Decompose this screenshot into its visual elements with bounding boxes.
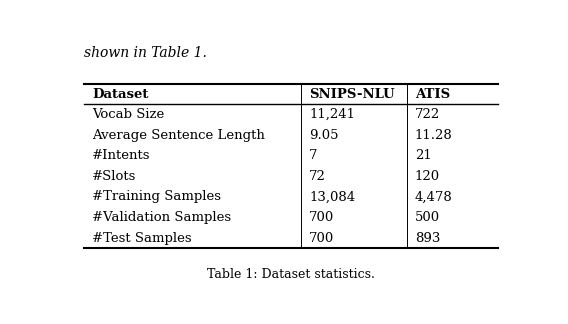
Text: 893: 893 [415,232,440,245]
Text: 11,241: 11,241 [310,108,356,121]
Text: #Slots: #Slots [92,170,136,183]
Text: 700: 700 [310,211,335,224]
Text: 500: 500 [415,211,440,224]
Text: 21: 21 [415,149,432,162]
Text: 13,084: 13,084 [310,191,356,203]
Text: Table 1: Dataset statistics.: Table 1: Dataset statistics. [207,268,375,281]
Text: 7: 7 [310,149,318,162]
Text: Dataset: Dataset [92,87,148,100]
Text: ATIS: ATIS [415,87,450,100]
Text: Average Sentence Length: Average Sentence Length [92,129,265,142]
Text: 700: 700 [310,232,335,245]
Text: #Validation Samples: #Validation Samples [92,211,231,224]
Text: shown in Table 1.: shown in Table 1. [84,46,207,60]
Text: #Test Samples: #Test Samples [92,232,192,245]
Text: Vocab Size: Vocab Size [92,108,164,121]
Text: 120: 120 [415,170,440,183]
Text: SNIPS-NLU: SNIPS-NLU [310,87,395,100]
Text: #Training Samples: #Training Samples [92,191,221,203]
Text: 4,478: 4,478 [415,191,453,203]
Text: 722: 722 [415,108,440,121]
Text: 72: 72 [310,170,326,183]
Text: 11.28: 11.28 [415,129,453,142]
Text: 9.05: 9.05 [310,129,339,142]
Text: #Intents: #Intents [92,149,151,162]
